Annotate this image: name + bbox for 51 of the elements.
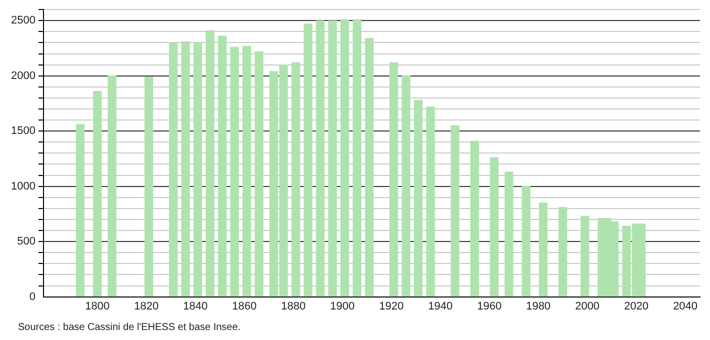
bar	[242, 46, 252, 297]
bar	[316, 20, 325, 297]
bar	[181, 41, 190, 297]
y-tick-label: 1000	[10, 180, 36, 192]
bar	[426, 106, 435, 297]
bar	[291, 62, 300, 297]
bar	[558, 206, 568, 297]
bar	[328, 20, 337, 297]
bar	[230, 46, 239, 297]
x-tick-label: 1820	[134, 300, 159, 312]
x-tick-label: 1980	[526, 300, 551, 312]
source-note: Sources : base Cassini de l'EHESS et base Insee.	[18, 322, 241, 333]
bar	[414, 100, 423, 297]
bar	[450, 125, 460, 297]
y-tick-label: 2000	[10, 70, 36, 82]
bar	[108, 76, 116, 297]
bar	[76, 124, 85, 297]
bar	[93, 91, 102, 297]
bar	[340, 19, 350, 297]
x-tick-label: 1900	[330, 300, 355, 312]
bar	[254, 51, 264, 297]
bar	[206, 30, 214, 297]
bar	[402, 76, 410, 297]
x-tick-label: 1880	[281, 300, 306, 312]
bar	[470, 140, 479, 297]
bar	[580, 216, 590, 297]
bar	[490, 157, 499, 297]
x-tick-label: 2000	[575, 300, 600, 312]
x-tick-label: 1840	[183, 300, 208, 312]
y-tick-label: 1500	[10, 125, 36, 138]
bar	[168, 42, 178, 297]
x-tick-label: 2020	[624, 300, 649, 312]
bar	[193, 42, 202, 297]
bar	[352, 19, 362, 297]
x-tick-label: 1860	[232, 300, 257, 312]
bar	[218, 36, 227, 297]
x-tick-label: 1800	[85, 300, 110, 312]
x-tick-label: 1960	[477, 300, 502, 312]
bar	[389, 62, 398, 297]
bar	[538, 202, 548, 297]
y-tick-label: 500	[17, 236, 36, 248]
x-tick-label: 2040	[673, 300, 698, 312]
y-tick-label: 0	[29, 290, 36, 303]
bar	[364, 38, 374, 297]
bar	[504, 172, 514, 297]
bar	[304, 24, 312, 297]
bar	[522, 186, 530, 297]
x-tick-label: 1940	[428, 300, 453, 312]
bar	[144, 76, 154, 297]
x-tick-label: 1920	[379, 300, 404, 312]
y-tick-label: 2500	[10, 14, 36, 27]
